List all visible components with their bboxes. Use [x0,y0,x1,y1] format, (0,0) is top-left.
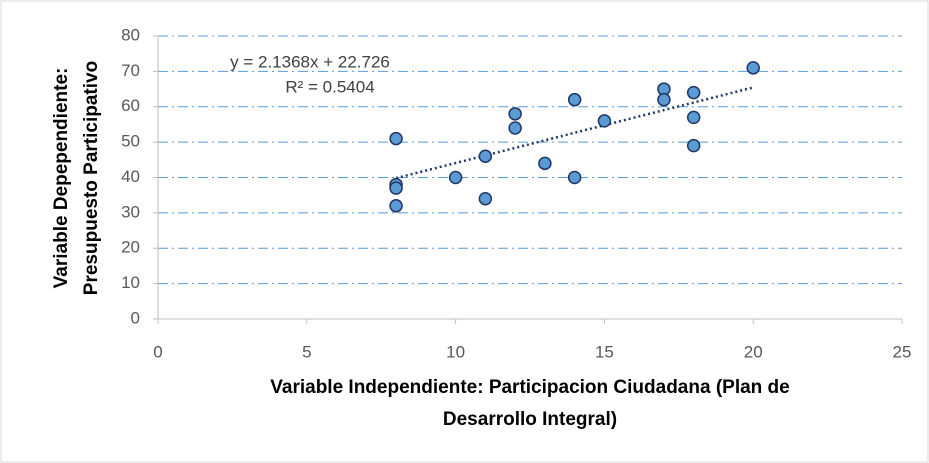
point [567,92,582,107]
point [657,92,671,107]
point [389,131,403,146]
point [448,170,463,185]
point [597,114,612,128]
point [389,199,403,213]
y-tick-label: 70 [121,61,140,80]
y-tick-label: 20 [121,238,140,257]
y-tick-label: 60 [121,96,140,115]
y-tick-label: 80 [121,25,140,44]
x-tick-label: 5 [302,342,311,361]
point [686,138,701,153]
y-tick-label: 50 [121,132,140,151]
point [389,181,403,195]
point [508,107,522,121]
y-axis-title: Variable Depependiente: [51,68,72,289]
x-axis-title: Desarrollo Integral) [443,409,617,430]
y-tick-label: 30 [121,202,140,221]
y-tick-label: 40 [121,167,140,186]
point [686,110,701,125]
point [686,85,701,100]
point [538,156,552,171]
x-tick-label: 20 [744,342,763,361]
point [478,149,493,164]
y-axis-title: Presupuesto Participativo [81,61,102,295]
y-tick-label: 0 [131,308,140,327]
point [567,170,582,185]
trendline-equation: y = 2.1368x + 22.726 [230,52,390,71]
point [478,191,493,206]
x-axis-title: Variable Independiente: Participacion Ci… [270,377,789,398]
x-tick-label: 25 [893,342,912,361]
x-tick-label: 10 [446,342,465,361]
r-squared: R² = 0.5404 [285,77,374,96]
point [746,61,760,75]
x-tick-label: 0 [153,342,162,361]
trendline [395,86,754,180]
y-tick-label: 10 [121,273,140,292]
x-tick-label: 15 [595,342,614,361]
point [508,121,522,135]
